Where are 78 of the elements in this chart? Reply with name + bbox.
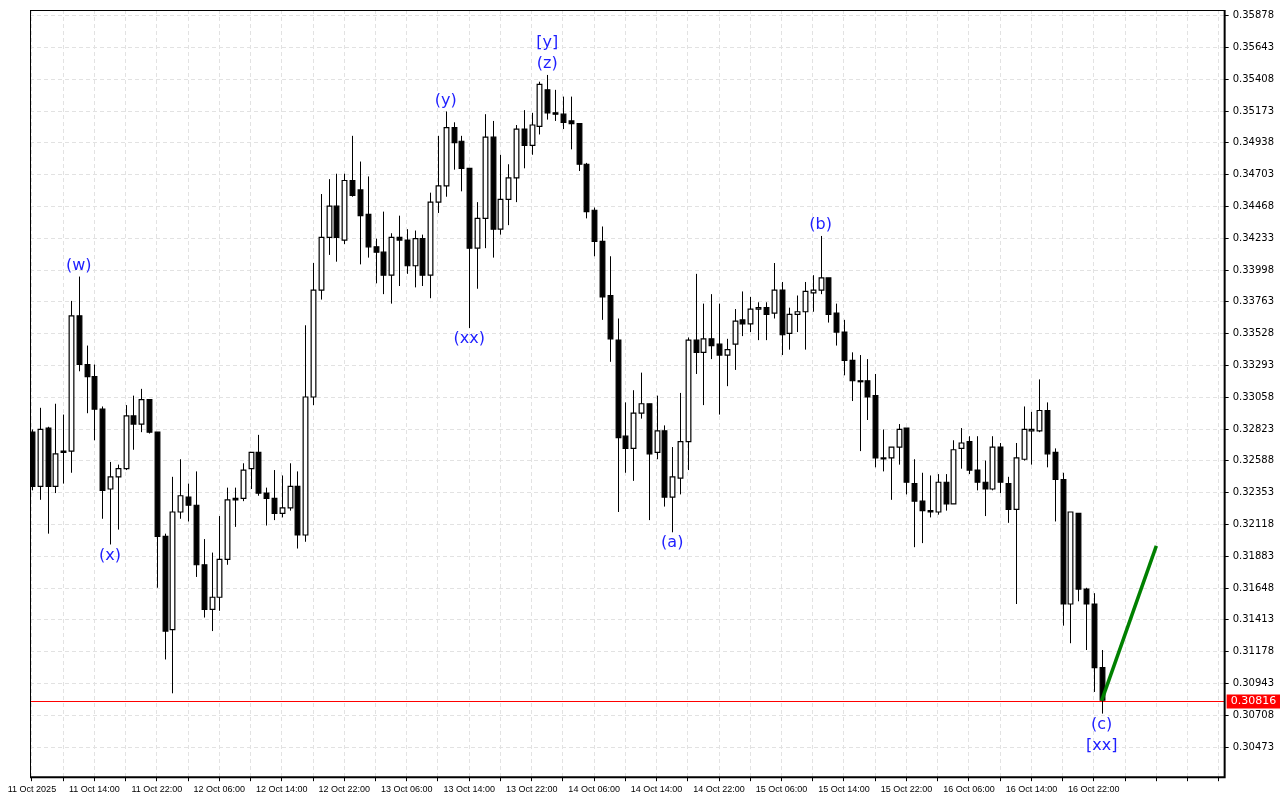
candlestick: [130, 395, 137, 451]
y-tick-label: 0.35408: [1232, 72, 1275, 84]
y-tick-label: 0.32588: [1232, 454, 1275, 466]
x-tick-label: 13 Oct 14:00: [443, 784, 495, 795]
y-tick-label: 0.33058: [1232, 390, 1275, 402]
y-tick-label: 0.34233: [1232, 231, 1275, 243]
y-tick-label: 0.32353: [1232, 486, 1275, 498]
candlestick: [888, 446, 895, 501]
candlestick: [279, 474, 286, 518]
y-tick-label: 0.30473: [1232, 740, 1275, 752]
x-tick-label: 16 Oct 14:00: [1005, 784, 1058, 795]
y-tick-label: 0.31883: [1232, 549, 1275, 561]
x-tick-label: 12 Oct 06:00: [193, 784, 246, 795]
x-tick-label: 16 Oct 06:00: [943, 784, 995, 795]
y-tick-label: 0.32118: [1232, 518, 1275, 530]
y-tick-label: 0.35878: [1232, 9, 1275, 21]
x-tick-label: 16 Oct 22:00: [1068, 784, 1120, 795]
candlestick: [638, 372, 645, 420]
candlestick: [818, 235, 825, 295]
candlestick: [1083, 587, 1090, 651]
candlestick: [747, 296, 754, 333]
candlestick: [107, 461, 114, 545]
ref-line-label: 0.30816: [1230, 694, 1277, 708]
annotation: (z): [536, 53, 558, 73]
x-tick-label: 11 Oct 14:00: [68, 784, 120, 795]
candlestick: [373, 238, 380, 284]
candlestick: [958, 427, 965, 470]
x-tick-label: 11 Oct 2025: [7, 784, 57, 795]
candlestick: [927, 474, 934, 518]
y-tick-label: 0.33528: [1232, 327, 1275, 339]
x-tick-label: 15 Oct 06:00: [755, 784, 808, 795]
annotation: (xx): [453, 328, 485, 348]
y-tick-label: 0.30943: [1232, 677, 1275, 689]
y-tick-label: 0.32823: [1232, 422, 1275, 434]
candlestick: [552, 89, 559, 122]
x-tick-label: 14 Oct 22:00: [693, 784, 745, 795]
y-tick-label: 0.35173: [1232, 104, 1275, 116]
y-tick-label: 0.35643: [1232, 41, 1275, 53]
y-tick-label: 0.33763: [1232, 295, 1275, 307]
y-tick-label: 0.30708: [1232, 708, 1275, 720]
candlestick: [810, 274, 817, 313]
x-tick-label: 14 Oct 06:00: [568, 784, 620, 795]
y-tick-label: 0.31178: [1232, 645, 1275, 657]
candlestick: [396, 215, 403, 287]
annotation: [y]: [536, 32, 559, 52]
annotation: (b): [809, 214, 832, 234]
y-tick-label: 0.34703: [1232, 168, 1275, 180]
candlestick: [794, 295, 801, 333]
candlestick: [739, 290, 746, 337]
x-tick-label: 15 Oct 14:00: [818, 784, 870, 795]
annotation: (c): [1091, 713, 1113, 733]
y-tick-label: 0.34938: [1232, 136, 1275, 148]
annotation: (w): [66, 254, 92, 274]
y-tick-label: 0.31648: [1232, 581, 1275, 593]
candlestick: [974, 435, 981, 491]
candlestick: [724, 338, 731, 387]
y-tick-label: 0.34468: [1232, 200, 1275, 212]
candlestick: [880, 428, 887, 472]
x-tick-label: 12 Oct 22:00: [318, 784, 371, 795]
y-tick-label: 0.33998: [1232, 263, 1275, 275]
annotation: (x): [99, 544, 122, 564]
y-tick-label: 0.33293: [1232, 359, 1275, 371]
x-tick-label: 13 Oct 06:00: [380, 784, 433, 795]
x-tick-label: 15 Oct 22:00: [880, 784, 933, 795]
x-tick-label: 13 Oct 22:00: [505, 784, 558, 795]
candlestick: [755, 301, 762, 341]
annotation: [xx]: [1085, 734, 1118, 754]
x-tick-label: 12 Oct 14:00: [256, 784, 308, 795]
candlestick: [568, 96, 575, 150]
annotation: (y): [434, 89, 457, 109]
x-tick-label: 14 Oct 14:00: [630, 784, 683, 795]
annotation: (a): [661, 532, 684, 552]
candlestick: [833, 303, 840, 347]
candlestick: [185, 483, 192, 522]
candlestick: [60, 414, 67, 485]
x-tick-label: 11 Oct 22:00: [131, 784, 183, 795]
y-tick-label: 0.31413: [1232, 613, 1275, 625]
candlestick: [263, 487, 270, 527]
